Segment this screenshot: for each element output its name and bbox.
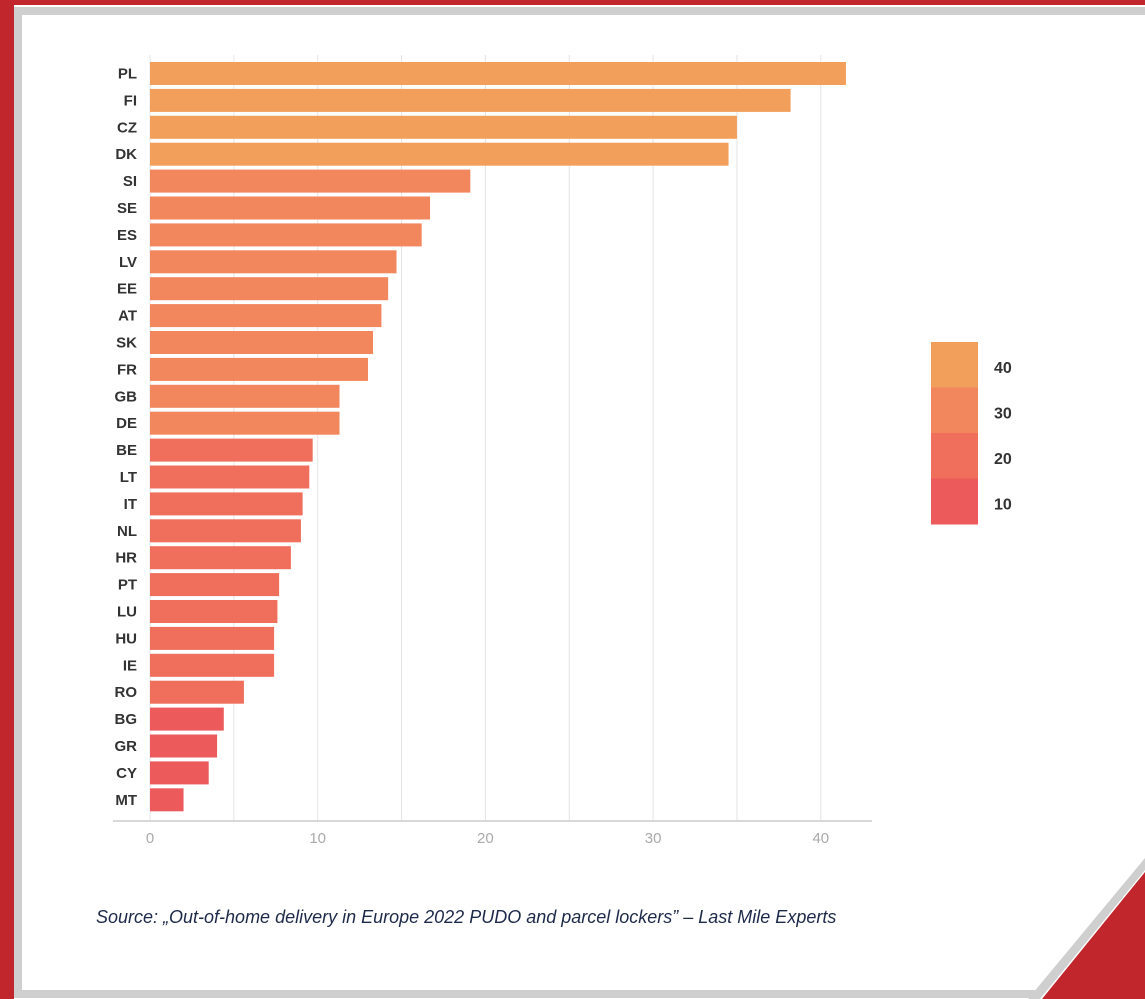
category-label: IT — [124, 496, 137, 513]
category-label: MT — [115, 792, 137, 809]
top-red-border — [0, 0, 1145, 5]
category-label: EE — [117, 281, 137, 298]
category-label: SI — [123, 173, 137, 190]
category-label: HU — [115, 630, 137, 647]
category-label: DE — [116, 415, 137, 432]
bar-pt — [150, 573, 280, 597]
bar-sk — [150, 331, 374, 354]
legend-label: 40 — [994, 360, 1012, 377]
category-label: AT — [118, 308, 137, 325]
bar-hr — [150, 546, 291, 570]
x-tick-labels: 0 10 20 30 40 — [146, 830, 829, 847]
category-label: LU — [117, 604, 137, 621]
category-label: BE — [116, 442, 137, 459]
bar-ro — [150, 680, 244, 704]
legend-swatch — [931, 478, 978, 525]
category-label: LV — [119, 254, 137, 271]
category-label: LT — [120, 469, 137, 486]
bar-cy — [150, 761, 209, 785]
bar-es — [150, 223, 422, 247]
bar-nl — [150, 519, 301, 543]
category-label: NL — [117, 523, 137, 540]
bar-fi — [150, 88, 791, 112]
category-label: PT — [118, 577, 137, 594]
legend-label: 20 — [994, 451, 1012, 468]
legend-swatch — [931, 342, 978, 388]
bar-bg — [150, 707, 224, 731]
x-tick-label: 0 — [146, 830, 154, 847]
bars — [150, 62, 846, 812]
category-label: ES — [117, 227, 137, 244]
bar-cz — [150, 115, 737, 139]
category-label: GB — [115, 388, 138, 405]
bar-si — [150, 169, 471, 193]
bar-fr — [150, 357, 369, 381]
category-label: IE — [123, 657, 137, 674]
source-note: Source: „Out-of-home delivery in Europe … — [96, 907, 837, 927]
category-label: FI — [124, 92, 137, 109]
legend-label: 30 — [994, 406, 1012, 423]
bar-lv — [150, 250, 397, 274]
gray-inner-frame — [14, 7, 1145, 998]
bar-lu — [150, 600, 278, 623]
legend-swatch — [931, 433, 978, 479]
category-label: DK — [115, 146, 137, 163]
bar-dk — [150, 142, 729, 166]
category-label: SK — [116, 335, 137, 352]
bar-lt — [150, 465, 310, 489]
category-label: HR — [115, 550, 137, 567]
category-label: RO — [115, 684, 138, 701]
category-label: PL — [118, 66, 137, 83]
bar-de — [150, 411, 340, 435]
bar-mt — [150, 788, 184, 812]
bar-be — [150, 438, 313, 462]
bar-ee — [150, 277, 389, 301]
corner-red-triangle — [1042, 872, 1145, 999]
corner-gray-band — [1028, 858, 1145, 999]
x-tick-label: 40 — [812, 830, 829, 847]
bar-it — [150, 492, 303, 516]
left-red-border — [0, 0, 14, 999]
category-label: SE — [117, 200, 137, 217]
bar-at — [150, 304, 382, 328]
legend-label: 10 — [994, 497, 1012, 514]
category-label: GR — [115, 738, 138, 755]
legend: 40 30 20 10 — [931, 342, 1012, 525]
bar-ie — [150, 653, 275, 677]
category-label: CZ — [117, 119, 137, 136]
x-tick-label: 10 — [309, 830, 326, 847]
bar-se — [150, 196, 431, 220]
category-label: CY — [116, 765, 137, 782]
x-tick-label: 30 — [645, 830, 662, 847]
category-labels: PL FI CZ DK SI SE ES LV EE AT SK FR GB DE BE LT IT NL HR PT… — [115, 66, 138, 809]
legend-swatch — [931, 387, 978, 434]
category-label: BG — [115, 711, 138, 728]
category-label: FR — [117, 361, 137, 378]
x-tick-label: 20 — [477, 830, 494, 847]
bar-pl — [150, 62, 846, 85]
bar-gb — [150, 384, 340, 408]
bar-gr — [150, 734, 218, 758]
bar-hu — [150, 626, 275, 650]
